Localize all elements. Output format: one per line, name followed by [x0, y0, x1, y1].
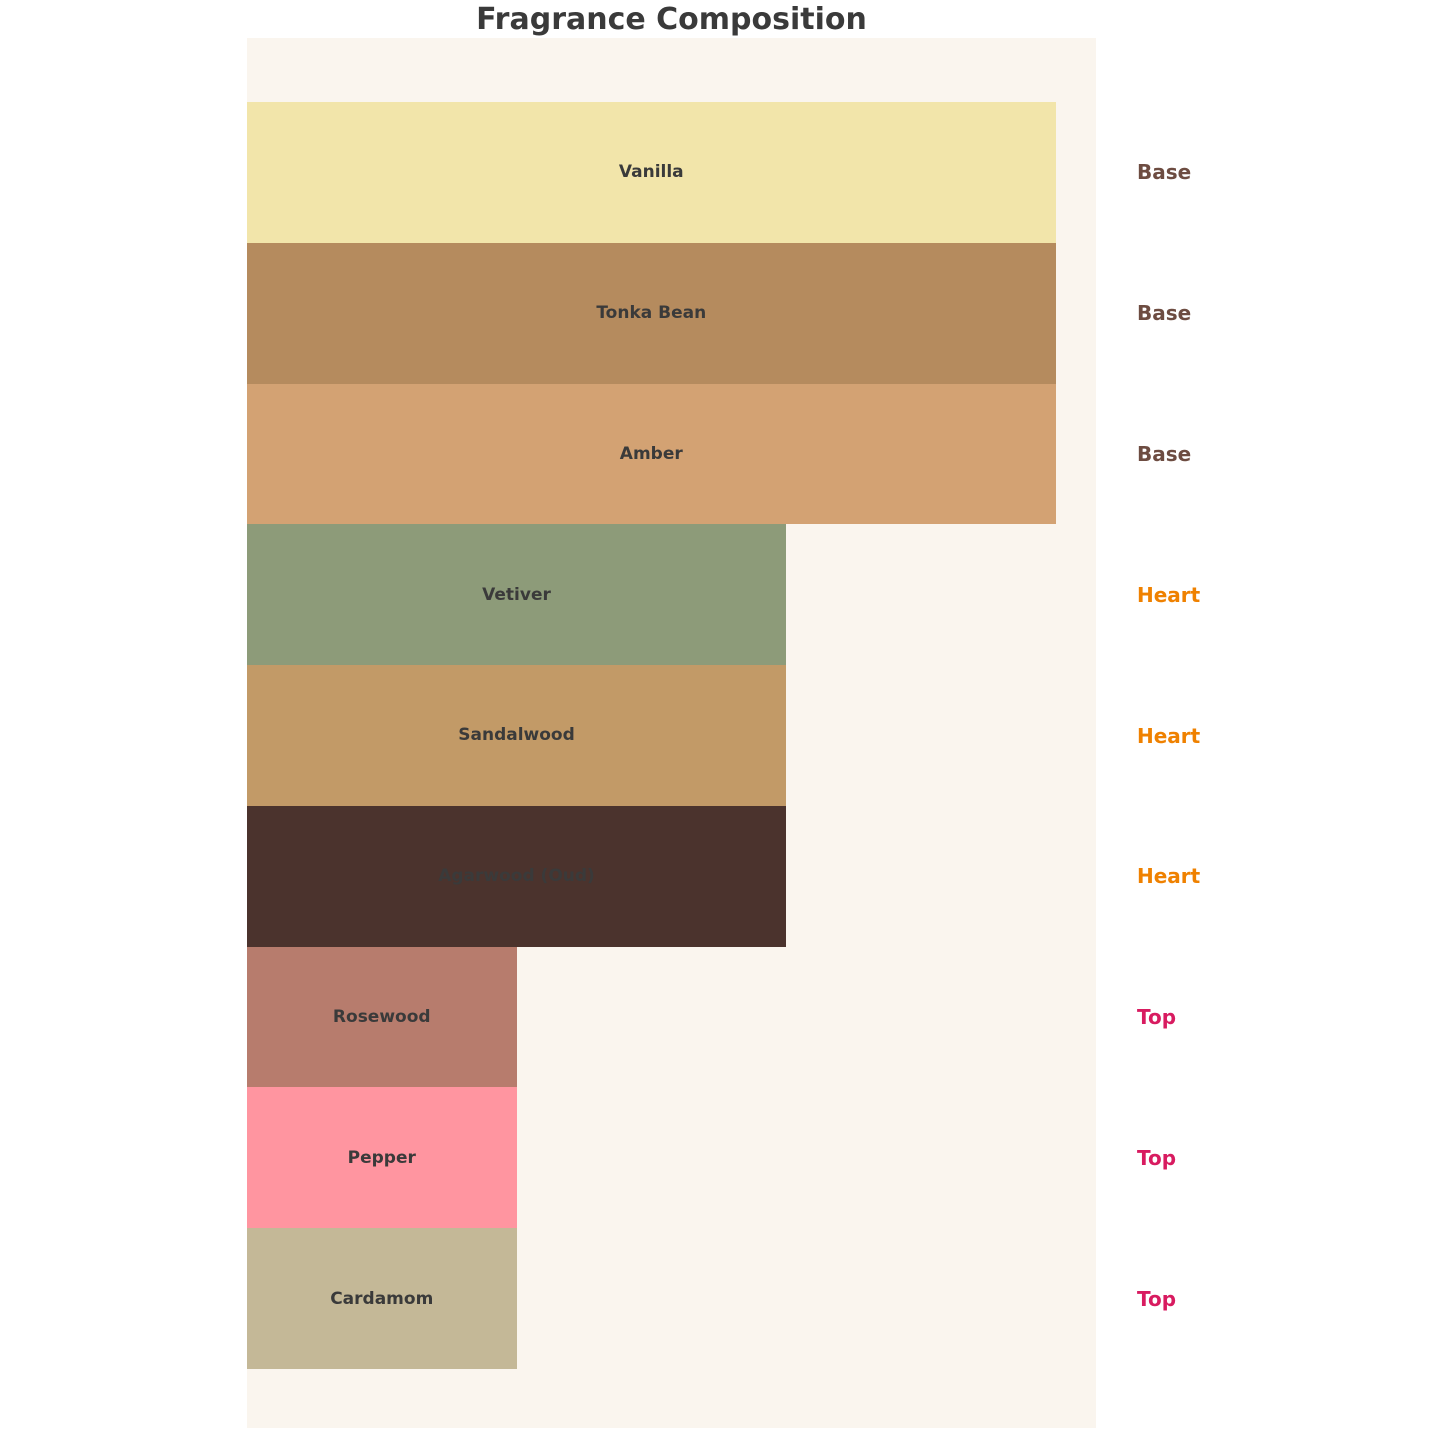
bar-vetiver: Vetiver [247, 524, 787, 666]
bar-cardamom: Cardamom [247, 1228, 517, 1369]
group-label-base: Base [1137, 160, 1192, 185]
group-label-heart: Heart [1137, 723, 1201, 748]
bar-label: Cardamom [330, 1288, 434, 1309]
bar-vanilla: Vanilla [247, 102, 1056, 243]
group-label-top: Top [1137, 1286, 1177, 1311]
group-label-heart: Heart [1137, 864, 1201, 889]
group-label-top: Top [1137, 1005, 1177, 1030]
bar-label: Tonka Bean [596, 303, 707, 324]
group-label-base: Base [1137, 301, 1192, 326]
group-label-heart: Heart [1137, 582, 1201, 607]
bar-sandalwood: Sandalwood [247, 665, 787, 806]
bar-pepper: Pepper [247, 1087, 517, 1229]
bar-label: Rosewood [332, 1007, 431, 1028]
bar-label: Vanilla [618, 162, 684, 183]
bar-agarwood-oud: Agarwood (Oud) [247, 805, 787, 947]
group-label-top: Top [1137, 1145, 1177, 1170]
bar-label: Agarwood (Oud) [438, 866, 595, 887]
plot-area: Vanilla Tonka Bean Amber Vetiver Sandalw… [247, 38, 1096, 1428]
bar-label: Vetiver [482, 584, 551, 605]
bar-label: Pepper [347, 1147, 416, 1168]
bar-label: Sandalwood [458, 725, 575, 746]
bar-rosewood: Rosewood [247, 946, 517, 1088]
bar-tonka-bean: Tonka Bean [247, 242, 1056, 384]
chart-title: Fragrance Composition [476, 2, 867, 37]
bar-label: Amber [619, 443, 683, 464]
bar-amber: Amber [247, 383, 1056, 525]
group-label-base: Base [1137, 441, 1192, 466]
